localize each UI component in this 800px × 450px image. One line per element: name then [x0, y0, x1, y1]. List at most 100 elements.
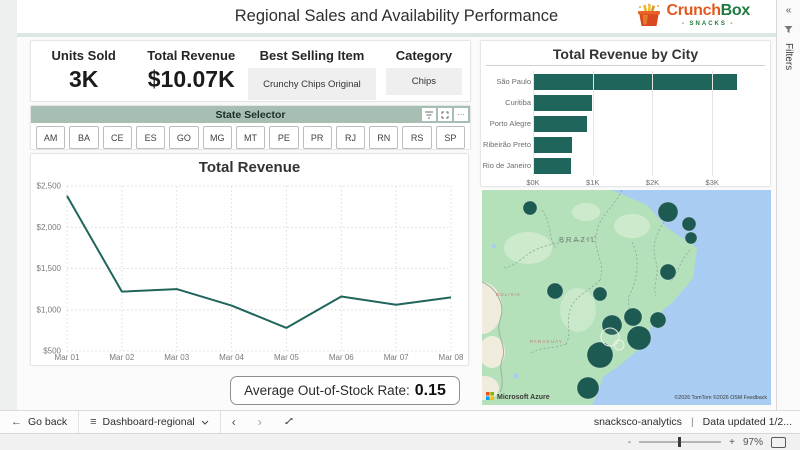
bar-row — [533, 92, 763, 113]
kpi-total-revenue: Total Revenue $10.07K — [136, 41, 246, 101]
kpi-label: Units Sold — [52, 48, 116, 63]
bar-plot-area — [533, 71, 763, 176]
focus-mode-icon[interactable] — [438, 108, 452, 121]
state-button-ce[interactable]: CE — [103, 126, 132, 149]
map-label-paraguay: PARAGUAY — [530, 339, 563, 344]
svg-text:Mar 01: Mar 01 — [55, 353, 80, 362]
workspace-name[interactable]: snacksco-analytics — [594, 416, 682, 428]
map-bubble[interactable] — [685, 232, 697, 244]
brazil-map[interactable]: BRAZIL BOLIVIA PARAGUAY Microsoft Azure … — [482, 190, 771, 405]
map-bubble[interactable] — [523, 201, 537, 215]
crunchbox-logo: CrunchBox - SNACKS - — [636, 3, 750, 27]
bar-category-labels: São PauloCuritibaPorto AlegreRibeirão Pr… — [481, 71, 531, 176]
map-bubble[interactable] — [547, 283, 563, 299]
zoom-out-button[interactable]: - — [628, 437, 631, 448]
kpi-best-selling-item: Best Selling Item Crunchy Chips Original — [246, 41, 378, 101]
map-bubble-ring[interactable] — [614, 340, 624, 350]
state-button-mt[interactable]: MT — [236, 126, 265, 149]
state-button-rn[interactable]: RN — [369, 126, 398, 149]
map-bubble[interactable] — [682, 217, 696, 231]
bar-x-tick: $3K — [706, 178, 719, 187]
snack-box-icon — [636, 3, 662, 27]
bar-label-sao-paulo: São Paulo — [481, 71, 531, 92]
svg-text:$1,000: $1,000 — [37, 305, 62, 314]
kpi-category: Category Chips — [378, 41, 470, 101]
state-button-es[interactable]: ES — [136, 126, 165, 149]
map-bubble[interactable] — [577, 377, 599, 399]
fit-to-page-icon[interactable] — [771, 437, 786, 448]
state-button-mg[interactable]: MG — [203, 126, 232, 149]
logo-word-box: Box — [721, 2, 750, 19]
state-button-pe[interactable]: PE — [269, 126, 298, 149]
state-button-ba[interactable]: BA — [69, 126, 98, 149]
state-selector-card: State Selector ··· AMBACEESGOMGMTPEPRRJR… — [30, 105, 471, 150]
map-bubble[interactable] — [593, 287, 607, 301]
map-label-bolivia: BOLIVIA — [496, 292, 521, 297]
svg-text:Mar 04: Mar 04 — [219, 353, 244, 362]
status-bar: - + 97% — [0, 433, 800, 450]
report-nav-bar: ← Go back ≡ Dashboard-regional ‹ › — [0, 410, 800, 433]
bar-row — [533, 113, 763, 134]
bar-ribeirao-preto[interactable] — [533, 137, 572, 153]
revenue-by-city-bar-chart: Total Revenue by City São PauloCuritibaP… — [480, 40, 771, 187]
zoom-slider[interactable] — [639, 441, 721, 443]
kpi-card: Units Sold 3K Total Revenue $10.07K Best… — [30, 40, 471, 102]
resize-diagonal-icon — [284, 416, 294, 426]
previous-page-button[interactable]: ‹ — [221, 415, 247, 429]
data-updated-status[interactable]: Data updated 1/2... — [703, 416, 792, 428]
nav-right-group: snacksco-analytics | Data updated 1/2... — [594, 416, 800, 428]
logo-word-crunch: Crunch — [666, 2, 720, 19]
zoom-in-button[interactable]: + — [729, 437, 735, 448]
map-bubble[interactable] — [627, 326, 651, 350]
revenue-line-series — [67, 196, 451, 328]
bar-gridline — [712, 71, 713, 176]
kpi-units-sold: Units Sold 3K — [31, 41, 136, 101]
more-options-icon[interactable]: ··· — [454, 108, 468, 121]
svg-text:Mar 03: Mar 03 — [164, 353, 189, 362]
state-button-pr[interactable]: PR — [303, 126, 332, 149]
azure-map-visual[interactable]: BRAZIL BOLIVIA PARAGUAY Microsoft Azure … — [482, 190, 771, 405]
bar-x-tick: $1K — [586, 178, 599, 187]
line-chart-plot[interactable]: $500$1,000$1,500$2,000$2,500Mar 01Mar 02… — [31, 180, 468, 366]
state-button-am[interactable]: AM — [36, 126, 65, 149]
bar-gridline — [593, 71, 594, 176]
kpi-label: Category — [396, 48, 452, 63]
state-button-rs[interactable]: RS — [402, 126, 431, 149]
bar-row — [533, 155, 763, 176]
next-page-button[interactable]: › — [247, 415, 273, 429]
map-bubble[interactable] — [624, 308, 642, 326]
page-selector[interactable]: ≡ Dashboard-regional — [79, 411, 220, 433]
map-bubble[interactable] — [650, 312, 666, 328]
state-button-rj[interactable]: RJ — [336, 126, 365, 149]
filter-icon[interactable] — [422, 108, 436, 121]
bar-porto-alegre[interactable] — [533, 116, 587, 132]
kpi-value-pill: Chips — [386, 68, 462, 95]
expand-filters-icon[interactable]: « — [786, 5, 792, 16]
svg-text:Mar 07: Mar 07 — [384, 353, 409, 362]
filters-pane-collapsed[interactable]: « Filters — [776, 0, 800, 410]
state-selector-title: State Selector — [31, 109, 470, 121]
map-bubble[interactable] — [660, 264, 676, 280]
back-arrow-icon: ← — [11, 416, 22, 428]
map-bubble[interactable] — [658, 202, 678, 222]
kpi-label: Total Revenue — [147, 48, 235, 63]
funnel-icon — [784, 25, 793, 34]
nav-left-group: ← Go back ≡ Dashboard-regional ‹ › — [0, 411, 305, 433]
go-back-label: Go back — [28, 416, 67, 428]
map-copyright[interactable]: ©2026 TomTom ©2026 OSM Feedback — [674, 394, 767, 401]
total-revenue-line-chart: Total Revenue $500$1,000$1,500$2,000$2,5… — [30, 153, 469, 366]
kpi-value: 3K — [69, 66, 98, 93]
filters-pane-label: Filters — [783, 43, 794, 70]
state-button-sp[interactable]: SP — [436, 126, 465, 149]
state-button-go[interactable]: GO — [169, 126, 198, 149]
svg-text:Mar 08: Mar 08 — [439, 353, 464, 362]
bar-sao-paulo[interactable] — [533, 74, 737, 90]
kpi-value: $10.07K — [148, 66, 235, 93]
bar-rio-de-janeiro[interactable] — [533, 158, 571, 174]
zoom-slider-thumb[interactable] — [678, 437, 681, 447]
fit-to-screen-button[interactable] — [273, 415, 305, 429]
svg-text:Mar 06: Mar 06 — [329, 353, 354, 362]
bar-curitiba[interactable] — [533, 95, 592, 111]
chevron-down-icon — [201, 420, 209, 425]
go-back-button[interactable]: ← Go back — [0, 411, 78, 433]
